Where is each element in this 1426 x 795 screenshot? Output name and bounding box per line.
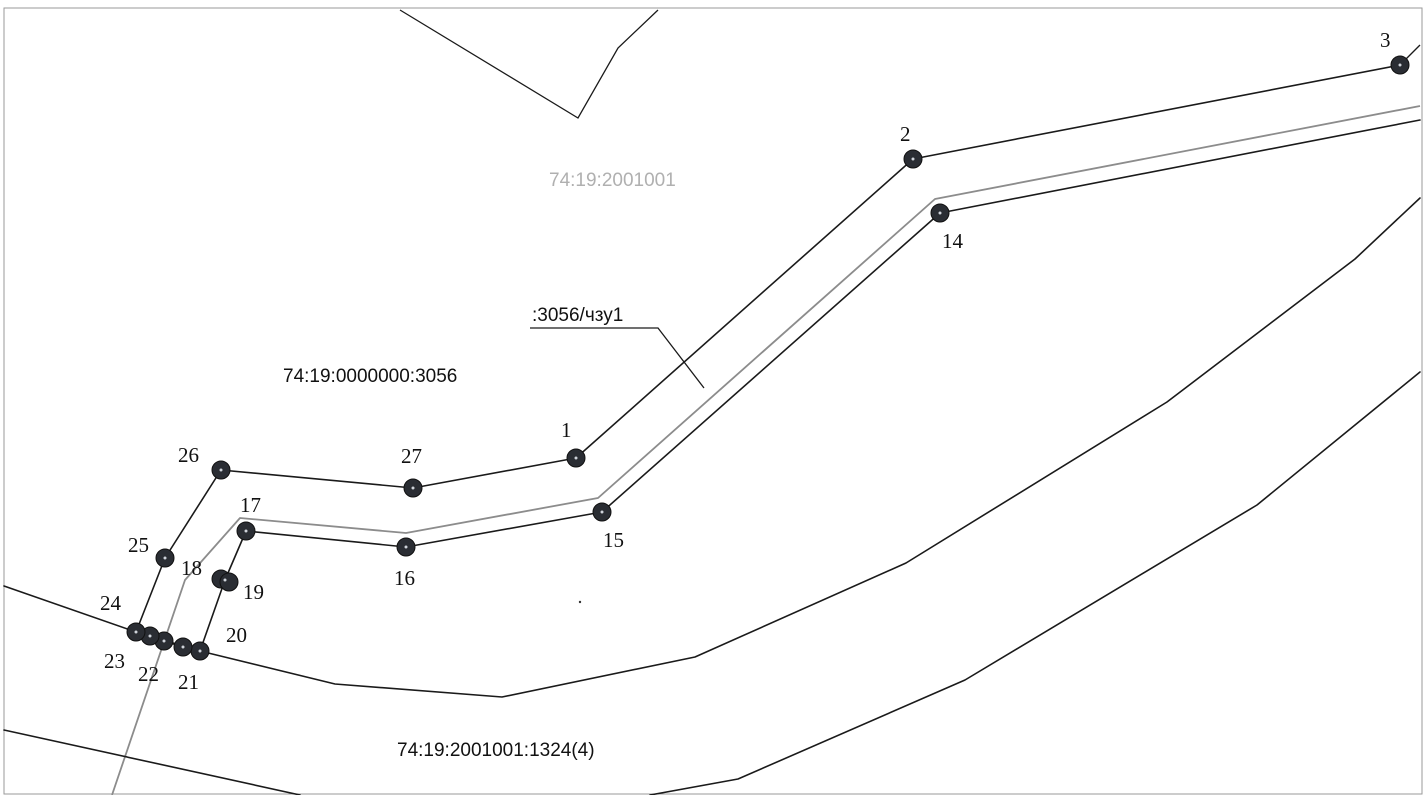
point-27 <box>403 478 423 498</box>
map-frame <box>3 7 1423 795</box>
point-15 <box>592 502 612 522</box>
label-point-23: 23 <box>104 649 125 673</box>
cadastral-block-label: 74:19:2001001 <box>549 170 676 191</box>
parcel-main-label: 74:19:0000000:3056 <box>283 366 457 387</box>
point-18-19 <box>211 569 239 592</box>
label-point-16: 16 <box>394 566 415 590</box>
label-point-21: 21 <box>178 670 199 694</box>
label-point-3: 3 <box>1380 28 1391 52</box>
point-20 <box>190 641 210 661</box>
point-17 <box>236 521 256 541</box>
label-point-17: 17 <box>240 493 261 517</box>
point-16 <box>396 537 416 557</box>
point-26 <box>211 460 231 480</box>
label-point-15: 15 <box>603 528 624 552</box>
easement-label: :3056/чзу1 <box>532 305 623 326</box>
boundary-top-adjacent <box>399 9 659 119</box>
label-point-18: 18 <box>181 556 202 580</box>
point-3 <box>1390 55 1410 75</box>
label-point-20: 20 <box>226 623 247 647</box>
label-point-27: 27 <box>401 444 422 468</box>
label-point-19: 19 <box>243 580 264 604</box>
label-point-14: 14 <box>942 229 964 253</box>
point-25 <box>155 548 175 568</box>
parcel-south-adjacent-lower <box>3 729 301 795</box>
point-14 <box>930 203 950 223</box>
label-point-22: 22 <box>138 662 159 686</box>
parcel-north-boundary <box>135 64 1401 633</box>
point-2 <box>903 149 923 169</box>
parcel-south-adjacent-upper <box>3 197 1421 698</box>
easement-label-leader <box>530 327 705 389</box>
point-1 <box>566 448 586 468</box>
label-point-26: 26 <box>178 443 199 467</box>
label-point-1: 1 <box>561 418 572 442</box>
point-21 <box>173 637 193 657</box>
stray-dot <box>578 600 582 604</box>
label-point-2: 2 <box>900 122 911 146</box>
label-point-25: 25 <box>128 533 149 557</box>
point-24 <box>126 622 146 642</box>
label-point-24: 24 <box>100 591 122 615</box>
parcel-south-adjacent-lower-east <box>649 371 1421 795</box>
parcel-south-label: 74:19:2001001:1324(4) <box>397 740 595 761</box>
easement-boundary <box>111 105 1421 795</box>
